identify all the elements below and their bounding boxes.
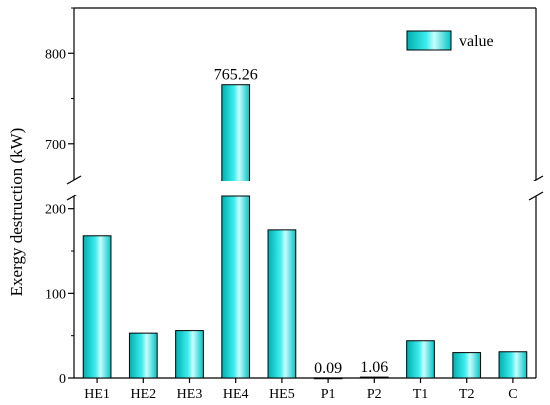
- bar-he3: [175, 330, 204, 379]
- x-tick-label: P1: [321, 387, 336, 402]
- bar-he5: [267, 229, 297, 379]
- right-break-mark-lower: [528, 191, 544, 201]
- y-tick-label: 100: [45, 287, 66, 302]
- y-tick-label: 700: [45, 138, 66, 153]
- legend-swatch: [406, 30, 452, 51]
- data-label: 0.09: [314, 360, 342, 377]
- x-tick-label: C: [508, 387, 517, 402]
- bar-he4-upper: [221, 84, 251, 189]
- legend-label: value: [459, 33, 494, 50]
- data-label: 1.06: [360, 359, 388, 376]
- bar-c: [498, 351, 528, 379]
- bar-he1: [82, 235, 112, 379]
- y-tick-label: 0: [59, 372, 66, 387]
- bar-t2: [452, 352, 482, 379]
- legend: value: [406, 30, 494, 51]
- left-break-mark-upper: [66, 175, 82, 185]
- y-axis-title: Exergy destruction (kW): [7, 128, 26, 297]
- y-tick-label: 200: [45, 203, 66, 218]
- x-tick-label: HE4: [223, 387, 249, 402]
- bar-p1: [313, 377, 343, 380]
- bar-he4-lower: [221, 195, 251, 379]
- bars: [82, 84, 528, 380]
- bar-p2: [359, 376, 389, 379]
- x-tick-label: HE2: [130, 387, 156, 402]
- bar-t1: [406, 340, 435, 379]
- x-tick-label: T2: [459, 387, 475, 402]
- bar-he2: [128, 332, 158, 379]
- axis-break-gap: [75, 181, 535, 195]
- y-tick-label: 800: [45, 47, 66, 62]
- x-tick-label: T1: [413, 387, 429, 402]
- x-tick-label: HE3: [177, 387, 203, 402]
- x-tick-label: P2: [367, 387, 382, 402]
- axes: [66, 7, 544, 383]
- x-tick-label: HE5: [269, 387, 295, 402]
- data-label: 765.26: [214, 67, 258, 84]
- labels: 0 100 200 700 800 HE1 HE2 HE3 HE4 765.26 HE5 P1 0.09…: [45, 47, 518, 402]
- x-tick-label: HE1: [84, 387, 110, 402]
